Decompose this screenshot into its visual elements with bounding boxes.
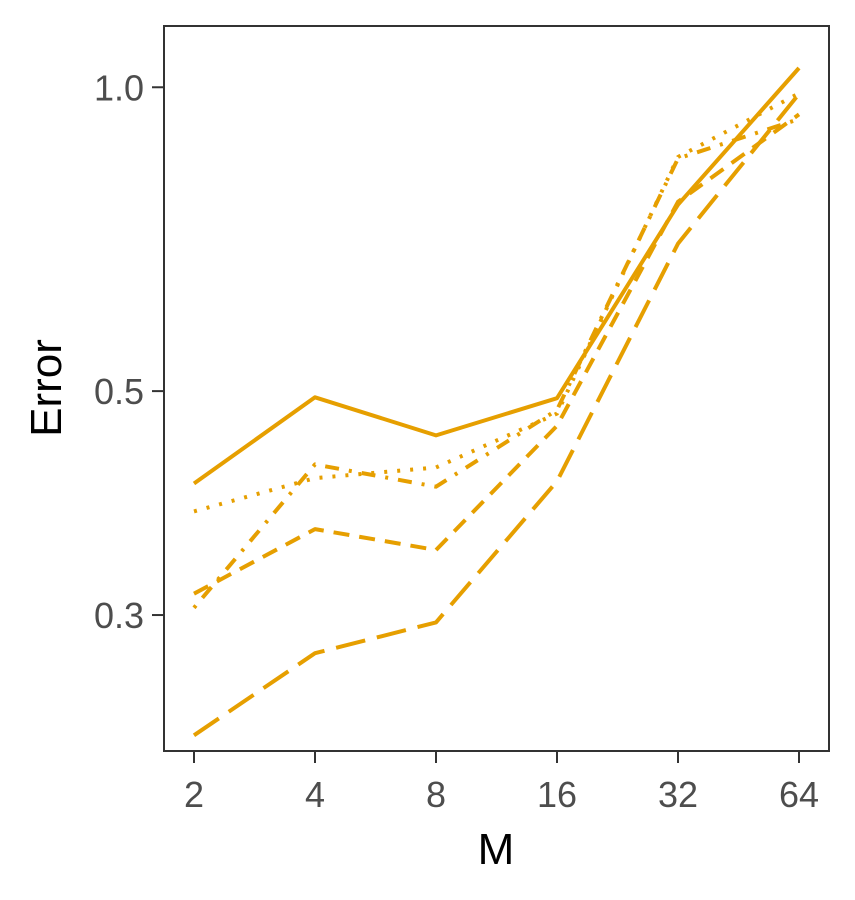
x-tick-label: 4 <box>305 774 325 815</box>
y-tick-label: 1.0 <box>94 67 144 108</box>
y-tick-label: 0.3 <box>94 595 144 636</box>
series-layer <box>192 66 801 737</box>
plot-panel-border <box>163 25 830 752</box>
series-line-longdash <box>192 92 801 737</box>
x-axis: 2 4 8 16 32 64 <box>184 751 819 815</box>
y-tick-label: 0.5 <box>94 371 144 412</box>
series-line-dashed <box>193 112 801 596</box>
x-tick-label: 8 <box>426 774 446 815</box>
x-tick-label: 32 <box>658 774 698 815</box>
series-line-dotted <box>193 91 800 514</box>
y-axis-title: Error <box>22 339 71 437</box>
series-line-solid <box>192 66 801 486</box>
x-tick-label: 64 <box>779 774 819 815</box>
x-tick-label: 2 <box>184 774 204 815</box>
x-tick-label: 16 <box>537 774 577 815</box>
x-axis-title: M <box>478 825 515 874</box>
y-axis: 0.3 0.5 1.0 <box>94 67 164 636</box>
series-line-dotdash <box>192 117 800 610</box>
